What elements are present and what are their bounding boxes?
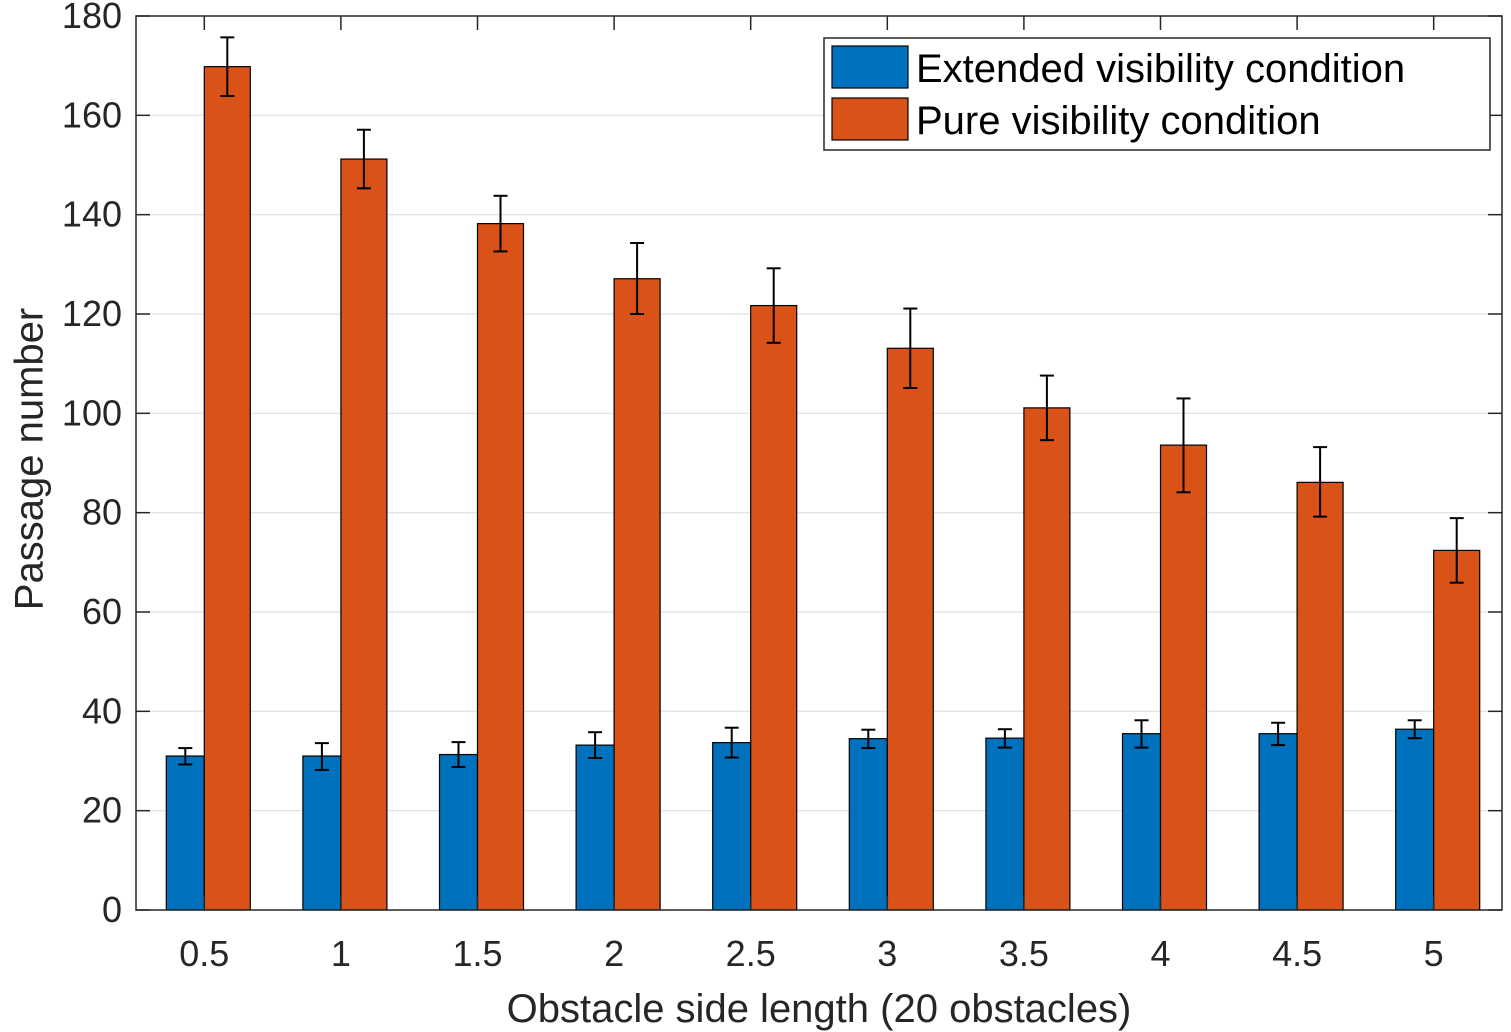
axis-ticks bbox=[136, 15, 1502, 911]
bar-pure bbox=[203, 66, 251, 911]
x-tick-label: 3.5 bbox=[999, 933, 1049, 974]
x-tick-label: 0.5 bbox=[179, 933, 229, 974]
x-tick-label: 2.5 bbox=[726, 933, 776, 974]
y-tick-label: 100 bbox=[62, 392, 122, 433]
bar-pure bbox=[1296, 481, 1344, 911]
bar-extended bbox=[1395, 728, 1435, 911]
bar-pure bbox=[1023, 407, 1071, 911]
x-tick-label: 1.5 bbox=[452, 933, 502, 974]
bar-extended bbox=[712, 742, 752, 911]
bar-extended bbox=[1121, 733, 1162, 911]
bar-pure bbox=[613, 278, 661, 911]
x-tick-label: 3 bbox=[877, 933, 897, 974]
y-tick-label: 180 bbox=[62, 0, 122, 36]
bar-pure bbox=[476, 223, 525, 911]
bar-extended bbox=[1258, 733, 1298, 911]
legend: Extended visibility condition Pure visib… bbox=[823, 37, 1491, 151]
bar-extended bbox=[302, 755, 342, 911]
legend-swatch-extended bbox=[831, 45, 909, 89]
y-tick-label: 40 bbox=[82, 690, 122, 731]
bar-extended bbox=[848, 738, 888, 911]
x-tick-label: 4 bbox=[1150, 933, 1170, 974]
bar-pure bbox=[886, 347, 934, 911]
error-bars bbox=[178, 36, 1464, 771]
x-tick-label: 5 bbox=[1424, 933, 1444, 974]
bars bbox=[165, 66, 1481, 911]
bar-extended bbox=[575, 744, 615, 911]
y-tick-label: 120 bbox=[62, 293, 122, 334]
y-tick-label: 140 bbox=[62, 194, 122, 235]
bar-pure bbox=[1433, 549, 1481, 911]
bar-extended bbox=[165, 755, 205, 911]
bar-pure bbox=[340, 158, 388, 911]
y-axis-label: Passage number bbox=[8, 308, 52, 610]
y-tick-labels: 0 20 40 60 80 100 120 140 160 180 bbox=[62, 0, 122, 930]
x-tick-label: 2 bbox=[604, 933, 624, 974]
x-tick-labels: 0.5 1 1.5 2 2.5 3 3.5 4 4.5 5 bbox=[179, 933, 1443, 974]
bar-extended bbox=[438, 753, 479, 911]
bar-pure bbox=[1159, 444, 1208, 911]
x-tick-label: 4.5 bbox=[1272, 933, 1322, 974]
legend-label-extended: Extended visibility condition bbox=[916, 47, 1405, 91]
y-tick-label: 20 bbox=[82, 790, 122, 831]
legend-box bbox=[823, 37, 1491, 151]
x-tick-label: 1 bbox=[331, 933, 351, 974]
y-tick-label: 0 bbox=[102, 889, 122, 930]
x-axis-label: Obstacle side length (20 obstacles) bbox=[507, 987, 1132, 1031]
y-tick-label: 80 bbox=[82, 492, 122, 533]
plot-frame bbox=[135, 15, 1503, 911]
y-tick-label: 160 bbox=[62, 94, 122, 135]
bar-extended bbox=[985, 737, 1025, 911]
legend-label-pure: Pure visibility condition bbox=[916, 99, 1321, 143]
legend-swatch-pure bbox=[831, 97, 909, 141]
bar-pure bbox=[750, 304, 798, 911]
y-tick-label: 60 bbox=[82, 591, 122, 632]
